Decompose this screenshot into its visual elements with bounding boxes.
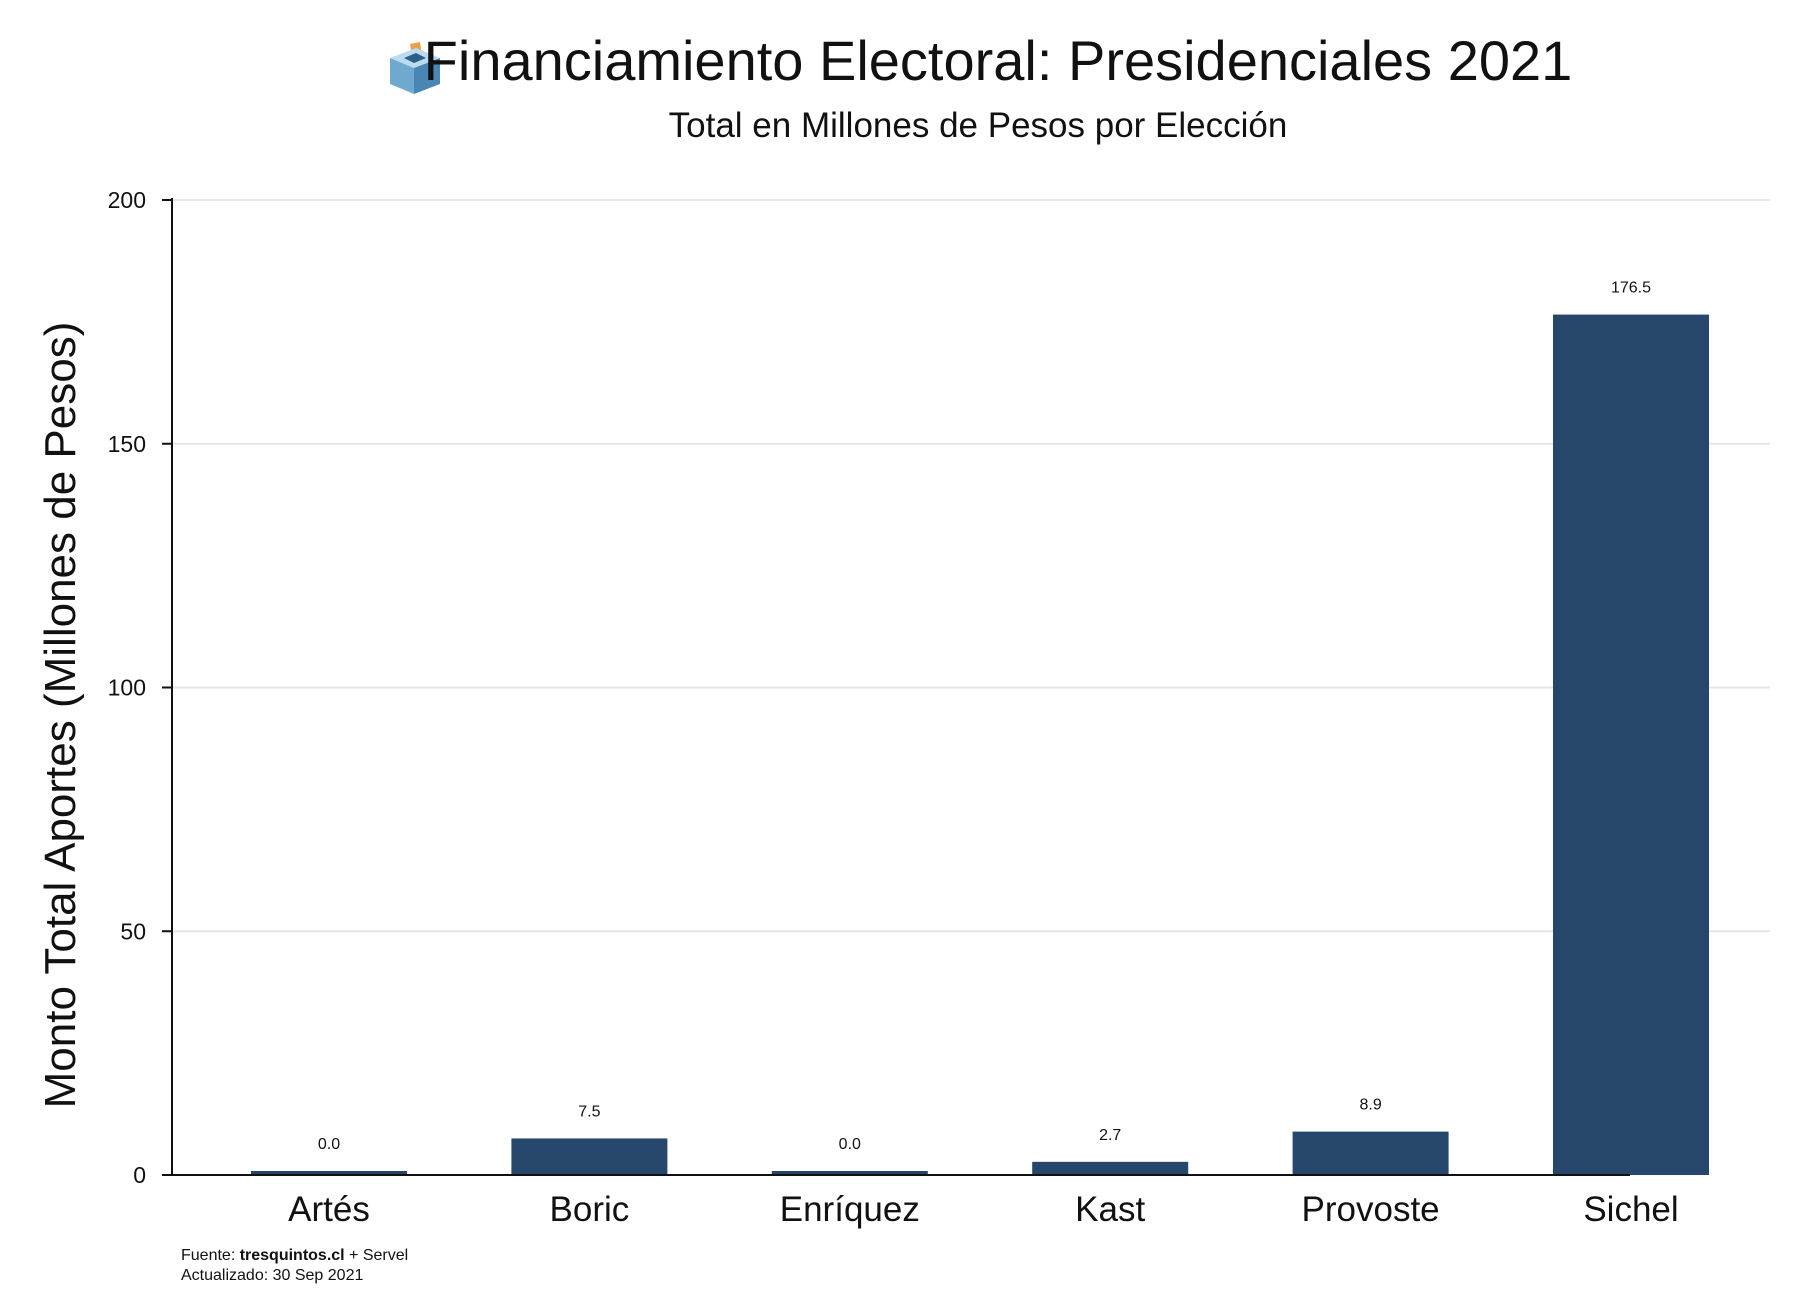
data-label-enríquez: 0.0: [839, 1136, 861, 1153]
bar-kast: [1032, 1161, 1189, 1175]
bars: [251, 314, 1709, 1175]
y-ticks: 0 50 100 150 200: [108, 187, 172, 1188]
ballot-box-icon: [390, 42, 440, 94]
y-tick-label-0: 0: [133, 1162, 146, 1188]
y-tick-label-50: 50: [120, 918, 146, 944]
source-prefix: Fuente:: [181, 1247, 240, 1264]
source-suffix: + Servel: [345, 1247, 409, 1264]
y-tick-label-150: 150: [108, 431, 146, 457]
x-tick-label-boric: Boric: [550, 1190, 630, 1229]
x-tick-label-artés: Artés: [288, 1190, 370, 1229]
data-label-provoste: 8.9: [1359, 1097, 1381, 1114]
data-label-kast: 2.7: [1099, 1127, 1121, 1144]
x-tick-label-provoste: Provoste: [1302, 1190, 1440, 1229]
data-label-boric: 7.5: [578, 1103, 600, 1120]
y-tick-label-200: 200: [108, 187, 146, 213]
bar-artés: [251, 1171, 407, 1175]
bar-enríquez: [771, 1171, 928, 1175]
data-label-artés: 0.0: [318, 1136, 340, 1153]
chart-title: Financiamiento Electoral: Presidenciales…: [424, 29, 1573, 92]
x-tick-label-sichel: Sichel: [1583, 1190, 1678, 1229]
y-tick-label-100: 100: [108, 675, 146, 701]
source-line: Fuente: tresquintos.cl + Servel: [181, 1247, 408, 1264]
chart-subtitle: Total en Millones de Pesos por Elección: [669, 106, 1288, 145]
x-tick-label-kast: Kast: [1075, 1190, 1145, 1229]
data-label-sichel: 176.5: [1611, 280, 1651, 297]
x-ticks: Artés Boric Enríquez Kast Provoste Sichel: [288, 1190, 1679, 1229]
updated-line: Actualizado: 30 Sep 2021: [181, 1267, 363, 1284]
grid-lines: [172, 199, 1770, 933]
bar-provoste: [1292, 1131, 1449, 1175]
bar-sichel: [1553, 314, 1709, 1175]
x-tick-label-enríquez: Enríquez: [780, 1190, 920, 1229]
source-site: tresquintos.cl: [240, 1247, 345, 1264]
data-labels: 0.0 7.5 0.0 2.7 8.9 176.5: [318, 280, 1651, 1153]
y-axis-label: Monto Total Aportes (Millones de Pesos): [36, 322, 85, 1109]
bar-boric: [511, 1138, 668, 1175]
